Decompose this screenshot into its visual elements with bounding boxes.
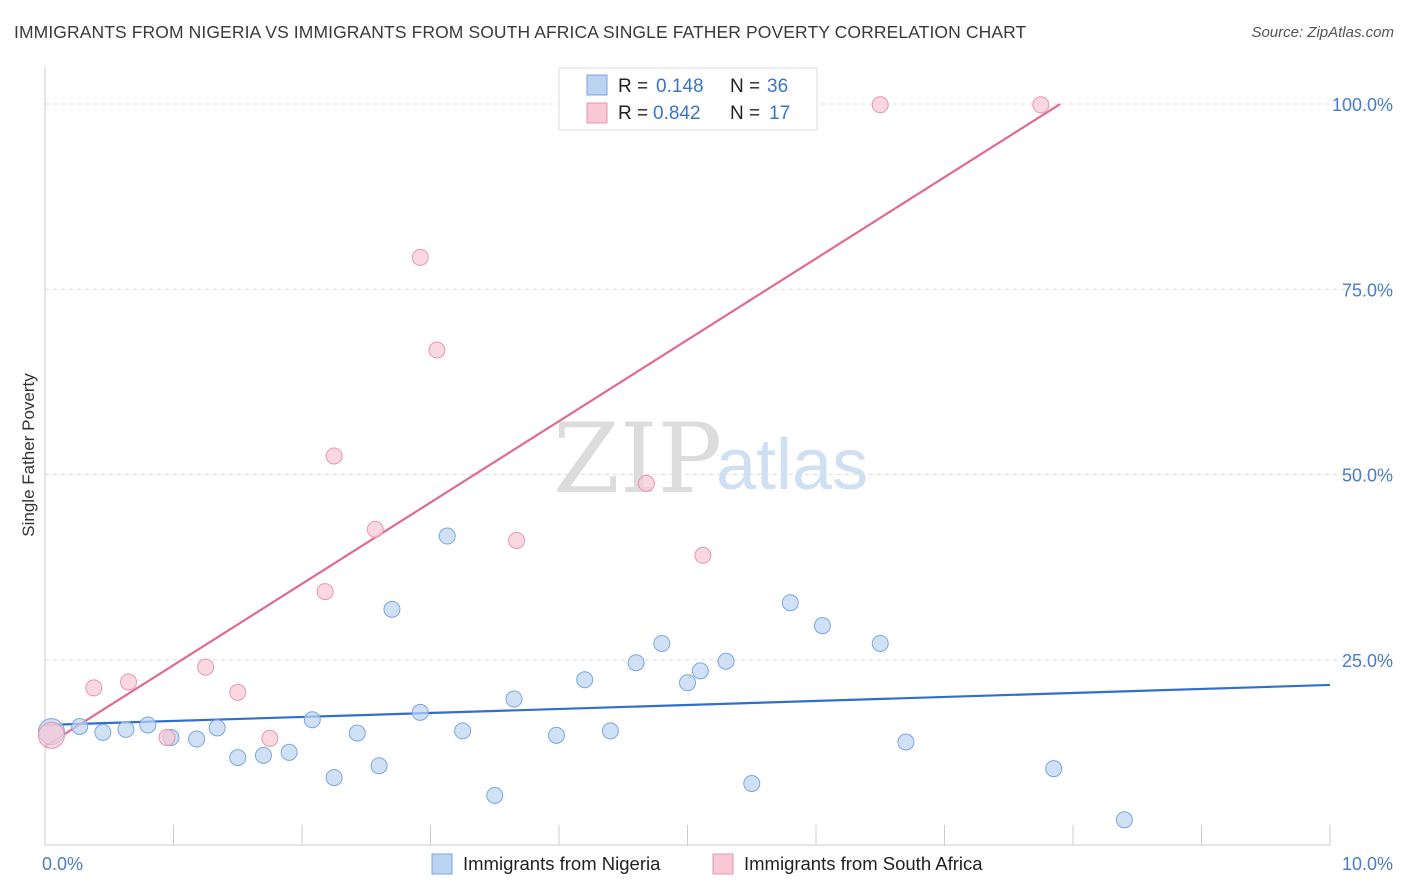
x-tick-label: 0.0% xyxy=(42,854,83,874)
sa-point xyxy=(411,248,429,266)
nigeria-point xyxy=(208,719,226,737)
nigeria-point xyxy=(897,733,915,751)
nigeria-point xyxy=(139,716,157,734)
nigeria-point xyxy=(576,671,594,689)
sa-point xyxy=(428,341,446,359)
chart-title: IMMIGRANTS FROM NIGERIA VS IMMIGRANTS FR… xyxy=(14,22,1027,42)
y-axis-title: Single Father Poverty xyxy=(19,373,38,537)
sa-point xyxy=(366,520,384,538)
nigeria-point xyxy=(871,634,889,652)
nigeria-point xyxy=(717,652,735,670)
sa-point xyxy=(871,96,889,114)
sa-point xyxy=(158,729,176,747)
nigeria-point xyxy=(601,722,619,740)
nigeria-point xyxy=(411,703,429,721)
watermark-atlas: atlas xyxy=(716,425,868,505)
nigeria-point xyxy=(679,674,696,692)
nigeria-point xyxy=(438,527,456,545)
nigeria-series-label: Immigrants from Nigeria xyxy=(463,853,661,874)
sa-point xyxy=(508,531,526,549)
data-points xyxy=(37,96,1133,829)
tick-labels: 25.0% 50.0% 75.0% 100.0% 0.0% 10.0% xyxy=(42,95,1393,874)
sa-point xyxy=(325,447,343,465)
nigeria-point xyxy=(653,634,671,652)
legend-r-label: R = xyxy=(618,76,648,97)
sa-point xyxy=(261,729,279,747)
sa-series-label: Immigrants from South Africa xyxy=(744,853,983,874)
sa-point xyxy=(229,683,247,701)
nigeria-legend-swatch xyxy=(586,74,608,96)
nigeria-point xyxy=(781,594,799,612)
sa-point xyxy=(85,679,103,697)
grid-layer xyxy=(45,103,1392,661)
y-tick-label: 100.0% xyxy=(1332,95,1393,115)
legend-r-label: R = xyxy=(618,103,648,124)
nigeria-point xyxy=(229,749,247,767)
nigeria-point xyxy=(254,746,272,764)
sa-point xyxy=(637,474,655,492)
nigeria-point xyxy=(691,662,709,680)
nigeria-point xyxy=(325,769,343,787)
stats-legend: R = 0.148 N = 36 R = 0.842 N = 17 xyxy=(558,67,818,131)
series-legend: Immigrants from Nigeria Immigrants from … xyxy=(431,853,983,875)
nigeria-point xyxy=(348,724,366,742)
legend-n-label: N = xyxy=(730,76,760,97)
nigeria-point xyxy=(743,775,761,793)
sa-point xyxy=(120,673,138,691)
sa-series-swatch xyxy=(712,853,734,875)
nigeria-point xyxy=(547,726,565,744)
watermark: ZIP atlas xyxy=(553,403,868,515)
sa-point xyxy=(37,721,65,749)
nigeria-point xyxy=(1045,760,1063,778)
sa-point xyxy=(197,658,215,676)
nigeria-trend-line xyxy=(44,683,1331,727)
nigeria-point xyxy=(627,654,645,672)
nigeria-point xyxy=(505,690,523,708)
nigeria-point xyxy=(1115,811,1133,829)
nigeria-point xyxy=(813,617,831,635)
y-tick-label: 50.0% xyxy=(1342,466,1393,486)
nigeria-point xyxy=(280,743,298,761)
sa-point xyxy=(1032,96,1050,114)
legend-r-value: 0.148 xyxy=(656,76,704,97)
nigeria-point xyxy=(188,730,206,748)
nigeria-point xyxy=(303,711,321,729)
y-tick-label: 75.0% xyxy=(1342,280,1393,300)
sa-point xyxy=(694,546,712,564)
x-tick-label: 10.0% xyxy=(1342,854,1393,874)
axes-layer xyxy=(44,67,1331,846)
y-tick-label: 25.0% xyxy=(1342,651,1393,671)
source-label: Source: ZipAtlas.com xyxy=(1251,24,1394,41)
nigeria-point xyxy=(454,722,472,740)
nigeria-point xyxy=(383,600,401,618)
legend-n-label: N = xyxy=(730,103,760,124)
sa-legend-swatch xyxy=(586,102,608,124)
nigeria-point xyxy=(71,717,89,735)
watermark-zip: ZIP xyxy=(553,403,722,515)
sa-trend-line xyxy=(44,103,1061,748)
nigeria-point xyxy=(94,723,112,741)
legend-n-value: 17 xyxy=(769,103,790,124)
nigeria-point xyxy=(370,757,388,775)
nigeria-point xyxy=(486,786,504,804)
nigeria-point xyxy=(117,720,135,738)
legend-n-value: 36 xyxy=(767,76,788,97)
trend-lines xyxy=(44,103,1331,748)
nigeria-series-swatch xyxy=(431,853,453,875)
sa-point xyxy=(316,583,334,601)
legend-r-value: 0.842 xyxy=(653,103,701,124)
